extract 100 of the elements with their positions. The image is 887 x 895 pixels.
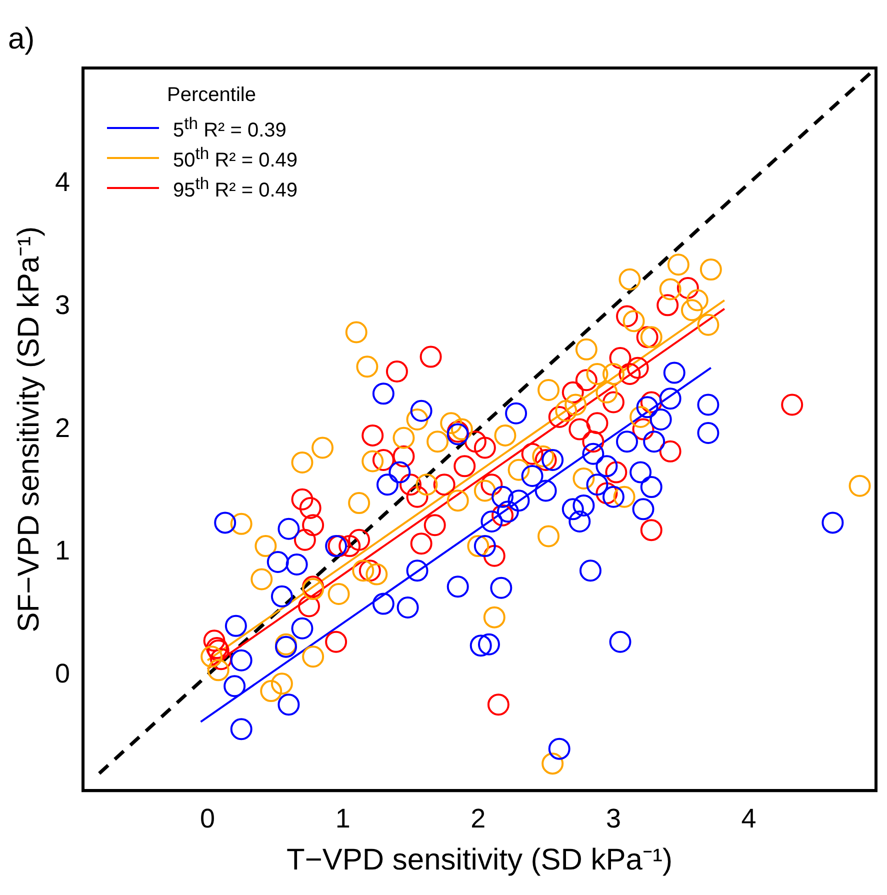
point bbox=[596, 381, 618, 404]
point bbox=[562, 498, 584, 520]
point bbox=[548, 738, 570, 760]
point bbox=[440, 412, 462, 434]
point bbox=[446, 576, 469, 598]
point bbox=[278, 518, 300, 540]
point bbox=[410, 532, 432, 555]
point bbox=[609, 347, 632, 370]
point bbox=[616, 430, 638, 453]
point bbox=[392, 445, 415, 468]
point bbox=[420, 346, 442, 368]
point bbox=[538, 525, 560, 548]
point bbox=[586, 412, 608, 434]
point bbox=[224, 614, 247, 637]
legend-label: 50$^{th}$ R² = 0.49 bbox=[173, 144, 298, 172]
point bbox=[656, 294, 679, 316]
point bbox=[230, 718, 252, 740]
point bbox=[586, 363, 608, 385]
point bbox=[474, 480, 496, 502]
point bbox=[640, 476, 662, 498]
point bbox=[446, 490, 469, 512]
point bbox=[508, 490, 530, 512]
point bbox=[822, 512, 844, 534]
point bbox=[697, 314, 720, 336]
point bbox=[555, 400, 578, 422]
point bbox=[676, 276, 699, 299]
point bbox=[532, 445, 554, 468]
point bbox=[686, 289, 708, 312]
point bbox=[410, 400, 432, 422]
point bbox=[291, 451, 314, 474]
point bbox=[596, 455, 618, 478]
point bbox=[406, 486, 428, 508]
point bbox=[470, 634, 492, 657]
point bbox=[630, 461, 652, 484]
point bbox=[542, 752, 564, 775]
x-tick-label: 2 bbox=[470, 803, 486, 834]
point bbox=[568, 510, 591, 532]
point bbox=[602, 391, 624, 414]
point bbox=[636, 396, 658, 418]
x-tick-label: 1 bbox=[335, 803, 350, 834]
point bbox=[348, 492, 370, 514]
point bbox=[632, 418, 654, 440]
legend-label: 95$^{th}$ R² = 0.49 bbox=[173, 174, 298, 202]
point bbox=[399, 474, 422, 496]
point bbox=[697, 422, 720, 444]
point bbox=[372, 449, 394, 472]
point bbox=[312, 436, 334, 459]
point bbox=[542, 449, 564, 472]
point bbox=[464, 430, 486, 453]
point bbox=[605, 461, 628, 484]
point bbox=[474, 535, 496, 558]
point bbox=[680, 299, 703, 322]
y-tick-label: 0 bbox=[54, 658, 70, 689]
point bbox=[487, 694, 510, 716]
point bbox=[618, 363, 641, 385]
point bbox=[848, 474, 871, 497]
point bbox=[650, 408, 672, 430]
point bbox=[388, 461, 411, 484]
point bbox=[467, 535, 490, 558]
point bbox=[505, 402, 528, 424]
x-axis-title: T−VPD sensitivity (SD kPa⁻¹) bbox=[286, 843, 672, 876]
point bbox=[345, 321, 368, 344]
point bbox=[548, 406, 570, 428]
point bbox=[210, 648, 232, 670]
point bbox=[659, 388, 682, 410]
point bbox=[521, 442, 544, 465]
point bbox=[224, 675, 246, 698]
point bbox=[579, 560, 602, 582]
point bbox=[640, 326, 662, 348]
point bbox=[575, 369, 598, 392]
point bbox=[278, 694, 300, 716]
point bbox=[483, 606, 506, 628]
point bbox=[564, 394, 587, 416]
point bbox=[325, 630, 348, 653]
point bbox=[372, 592, 394, 615]
point bbox=[200, 646, 223, 668]
point bbox=[338, 535, 361, 558]
point bbox=[575, 338, 598, 360]
point bbox=[659, 278, 682, 300]
point bbox=[480, 474, 503, 496]
point bbox=[626, 356, 649, 379]
point bbox=[352, 560, 374, 582]
point bbox=[609, 630, 632, 653]
point bbox=[454, 455, 476, 478]
point bbox=[302, 514, 324, 536]
y-axis-title: SF−VPD sensitivity (SD kPa⁻¹) bbox=[12, 226, 46, 632]
point bbox=[260, 680, 282, 702]
point bbox=[299, 496, 322, 519]
point bbox=[659, 440, 682, 462]
point bbox=[386, 360, 408, 383]
point bbox=[700, 258, 722, 281]
point bbox=[298, 595, 320, 618]
point bbox=[426, 430, 449, 453]
point bbox=[214, 512, 236, 534]
point bbox=[596, 482, 618, 504]
point bbox=[667, 254, 690, 276]
point bbox=[372, 382, 394, 405]
point bbox=[492, 504, 514, 526]
point bbox=[362, 424, 384, 446]
legend-label: 5$^{th}$ R² = 0.39 bbox=[173, 114, 286, 142]
